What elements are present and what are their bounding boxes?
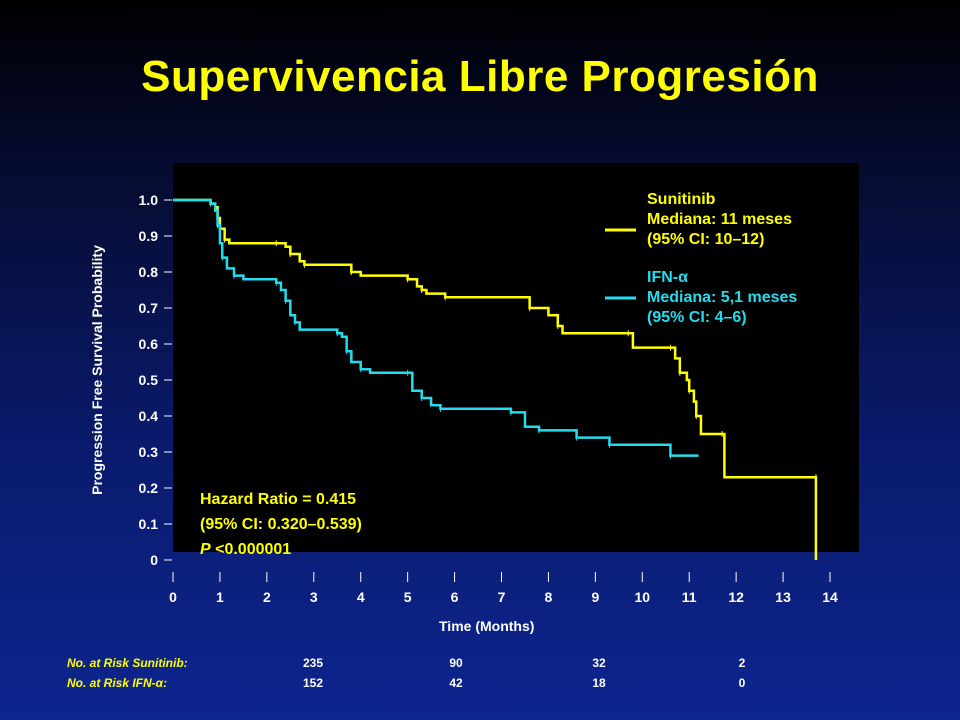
x-tick-label: 7 [498, 589, 506, 605]
at-risk-ifn-value: 42 [449, 676, 463, 690]
y-tick-label: 0.9 [139, 228, 159, 244]
p-value-number: <0.000001 [210, 541, 292, 558]
x-tick-label: 1 [216, 589, 224, 605]
legend-sunitinib-ci: (95% CI: 10–12) [647, 231, 765, 248]
x-tick-label: 5 [404, 589, 412, 605]
at-risk-sunitinib-value: 90 [449, 656, 463, 670]
y-axis-label: Progression Free Survival Probability [89, 245, 105, 495]
hazard-ratio-annotation: Hazard Ratio = 0.415 (95% CI: 0.320–0.53… [200, 487, 362, 562]
y-tick-label: 0.3 [139, 444, 159, 460]
x-tick-label: 10 [634, 589, 650, 605]
x-tick-label: 4 [357, 589, 365, 605]
y-tick-label: 0.2 [139, 480, 159, 496]
y-tick-label: 0.7 [139, 300, 159, 316]
y-tick-label: 0.4 [139, 408, 159, 424]
legend-ifn-name: IFN-α [647, 269, 688, 286]
x-tick-label: 13 [775, 589, 791, 605]
legend-sunitinib-name: Sunitinib [647, 191, 716, 208]
series-layer [173, 198, 818, 560]
legend-ifn-ci: (95% CI: 4–6) [647, 309, 747, 326]
y-tick-label: 0.8 [139, 264, 159, 280]
x-axis: 0 1 2 3 4 5 6 7 8 9 10 11 12 13 14 [169, 572, 838, 605]
hazard-ratio-text: Hazard Ratio = 0.415 [200, 491, 357, 508]
at-risk-ifn-label: No. at Risk IFN-α: [67, 676, 168, 690]
x-tick-label: 2 [263, 589, 271, 605]
legend-sunitinib: Sunitinib Mediana: 11 meses (95% CI: 10–… [647, 190, 792, 250]
p-value: P <0.000001 [200, 537, 362, 562]
y-tick-label: 1.0 [139, 192, 159, 208]
series-ifn-line [173, 198, 699, 457]
page-title: Supervivencia Libre Progresión [141, 52, 819, 101]
x-tick-label: 11 [682, 589, 697, 605]
y-tick-label: 0.1 [139, 516, 159, 532]
x-tick-label: 12 [728, 589, 744, 605]
at-risk-sunitinib-label: No. at Risk Sunitinib: [67, 656, 188, 670]
y-tick-label: 0 [150, 552, 158, 568]
at-risk-ifn-value: 0 [738, 676, 746, 690]
legend-sunitinib-median: Mediana: 11 meses [647, 211, 792, 228]
x-tick-label: 0 [169, 589, 177, 605]
p-value-prefix: P [200, 541, 211, 558]
series-sunitinib-line [173, 198, 818, 560]
x-tick-label: 8 [545, 589, 553, 605]
plot-area [173, 163, 859, 552]
x-axis-label: Time (Months) [439, 618, 535, 634]
at-risk-ifn-value: 18 [592, 676, 606, 690]
hazard-ratio-ci: (95% CI: 0.320–0.539) [200, 516, 362, 533]
legend-lines [605, 228, 636, 300]
y-tick-label: 0.6 [139, 336, 159, 352]
y-tick-label: 0.5 [139, 372, 159, 388]
legend-ifn: IFN-α Mediana: 5,1 meses (95% CI: 4–6) [647, 268, 797, 328]
at-risk-ifn-value: 152 [302, 676, 324, 690]
x-tick-label: 6 [451, 589, 459, 605]
legend-ifn-median: Mediana: 5,1 meses [647, 289, 798, 306]
y-axis: 0 0.1 0.2 0.3 0.4 0.5 0.6 0.7 0.8 0.9 1.0 [139, 192, 172, 568]
at-risk-sunitinib-value: 32 [592, 656, 606, 670]
x-tick-label: 9 [591, 589, 599, 605]
at-risk-sunitinib-value: 2 [738, 656, 746, 670]
x-tick-label: 3 [310, 589, 318, 605]
at-risk-sunitinib-value: 235 [302, 656, 324, 670]
x-tick-label: 14 [822, 589, 838, 605]
